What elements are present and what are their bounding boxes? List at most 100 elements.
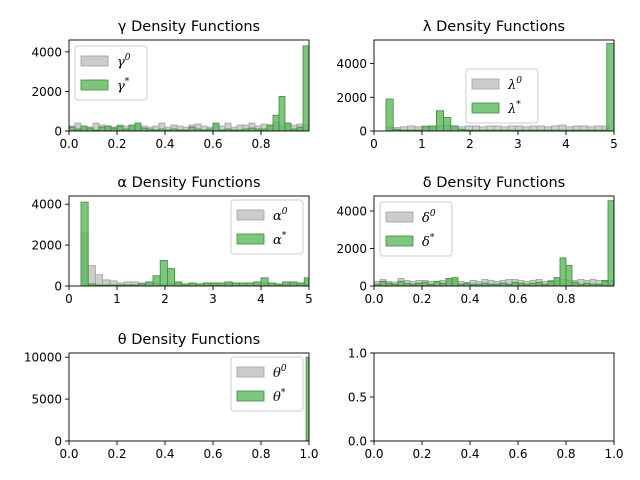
axes-frame xyxy=(68,195,310,287)
bar-optimized xyxy=(607,200,614,286)
bar-initial xyxy=(95,274,104,286)
bar-optimized xyxy=(80,201,89,286)
y-tick-label: 0.5 xyxy=(348,391,367,405)
legend: θ0θ* xyxy=(230,356,304,412)
subplot-title: γ Density Functions xyxy=(118,19,260,35)
y-tick-label: 10000 xyxy=(24,351,62,365)
subplot-title: δ Density Functions xyxy=(423,175,565,191)
bar-optimized xyxy=(217,282,226,286)
subplot-4: 0.0 0.2 0.4 0.6 0.8 0 2000 4000 δ Density Functi… xyxy=(336,175,615,306)
bar-optimized xyxy=(450,125,459,131)
subplot-6: 0.0 0.2 0.4 0.6 0.8 1.0 0.0 0.5 1.0 xyxy=(348,347,624,462)
bar-optimized xyxy=(69,126,76,131)
y-tick-label: 5000 xyxy=(31,393,62,407)
bar-optimized xyxy=(80,125,88,131)
bar-optimized xyxy=(267,282,276,286)
legend-box xyxy=(74,45,148,101)
axes-frame xyxy=(68,39,310,132)
legend-swatch xyxy=(471,78,500,90)
y-tick-label: 4000 xyxy=(31,45,62,59)
x-tick-label: 0.4 xyxy=(460,447,479,461)
bars xyxy=(385,42,614,131)
bar-optimized xyxy=(98,126,106,131)
y-tick-label: 2000 xyxy=(31,239,62,253)
legend-swatch xyxy=(471,102,500,114)
x-tick-label: 2 xyxy=(161,292,169,306)
bar-optimized xyxy=(289,281,298,286)
y-tick-label: 0 xyxy=(359,125,367,139)
y-tick-label: 4000 xyxy=(31,198,62,212)
bar-optimized xyxy=(260,277,269,286)
bar-optimized xyxy=(246,282,255,286)
bar-optimized xyxy=(238,282,247,286)
y-tick-label: 0 xyxy=(54,280,62,294)
legend: γ0γ* xyxy=(74,45,148,101)
subplot-title: α Density Functions xyxy=(117,175,260,191)
legend-box xyxy=(230,199,304,255)
bar-optimized xyxy=(571,281,579,286)
legend-box xyxy=(379,201,453,257)
y-tick-label: 2000 xyxy=(336,91,367,105)
x-tick-label: 0.8 xyxy=(556,447,575,461)
x-tick-label: 1 xyxy=(418,137,426,151)
bar-optimized xyxy=(433,280,441,286)
y-tick-label: 0 xyxy=(54,125,62,139)
x-tick-label: 0.0 xyxy=(59,447,78,461)
bar-optimized xyxy=(421,126,430,131)
bar-optimized xyxy=(379,280,387,286)
bar-optimized xyxy=(284,122,292,131)
bar-optimized xyxy=(451,277,459,286)
legend: λ0λ* xyxy=(465,68,539,124)
bar-optimized xyxy=(145,281,154,286)
bar-optimized xyxy=(224,281,233,286)
x-tick-label: 0.6 xyxy=(203,447,222,461)
subplot-title: λ Density Functions xyxy=(423,19,565,35)
x-tick-label: 1.0 xyxy=(299,447,318,461)
bar-optimized xyxy=(128,124,136,131)
bar-optimized xyxy=(116,125,124,131)
y-tick-label: 4000 xyxy=(336,205,367,219)
x-tick-label: 0 xyxy=(65,292,73,306)
subplot-3: 0 1 2 3 4 5 0 2000 4000 α Density Functions α0α* xyxy=(31,175,312,306)
legend-swatch xyxy=(80,79,109,91)
x-tick-label: 0.0 xyxy=(364,292,383,306)
x-tick-label: 0.2 xyxy=(107,137,126,151)
x-tick-label: 3 xyxy=(514,137,522,151)
bar-optimized xyxy=(231,282,240,286)
x-tick-label: 0.4 xyxy=(155,447,174,461)
bar-optimized xyxy=(385,98,394,131)
legend-swatch xyxy=(385,211,414,223)
bar-optimized xyxy=(303,277,309,286)
x-tick-label: 0.6 xyxy=(508,292,527,306)
bar-optimized xyxy=(421,281,429,286)
bars xyxy=(374,200,614,286)
bar-optimized xyxy=(152,275,161,286)
y-tick-label: 2000 xyxy=(31,85,62,99)
legend: α0α* xyxy=(230,199,304,255)
y-tick-label: 2000 xyxy=(336,242,367,256)
x-tick-label: 0 xyxy=(370,137,378,151)
x-tick-label: 0.8 xyxy=(251,137,270,151)
legend-box xyxy=(230,356,304,412)
bar-optimized xyxy=(565,264,573,286)
x-tick-label: 0.0 xyxy=(364,447,383,461)
subplot-title: θ Density Functions xyxy=(118,332,260,348)
legend-swatch xyxy=(385,235,414,247)
subplot-1: 0.0 0.2 0.4 0.6 0.8 0 2000 4000 γ Density Functi… xyxy=(31,19,310,151)
bar-optimized xyxy=(445,278,453,286)
bar-optimized xyxy=(601,279,609,286)
bar-optimized xyxy=(166,268,175,286)
bar-optimized xyxy=(302,45,309,131)
x-tick-label: 3 xyxy=(209,292,217,306)
x-tick-label: 4 xyxy=(562,137,570,151)
bar-optimized xyxy=(511,281,519,286)
x-tick-label: 0.2 xyxy=(412,447,431,461)
x-tick-label: 0.0 xyxy=(59,137,78,151)
y-tick-label: 1.0 xyxy=(348,347,367,361)
x-tick-label: 0.4 xyxy=(155,137,174,151)
x-tick-label: 5 xyxy=(610,137,618,151)
subplot-5: 0.0 0.2 0.4 0.6 0.8 1.0 0 5000 10000 θ Density Fu… xyxy=(24,332,319,461)
x-tick-label: 4 xyxy=(257,292,265,306)
bar-optimized xyxy=(296,126,304,131)
bar-optimized xyxy=(159,260,168,286)
